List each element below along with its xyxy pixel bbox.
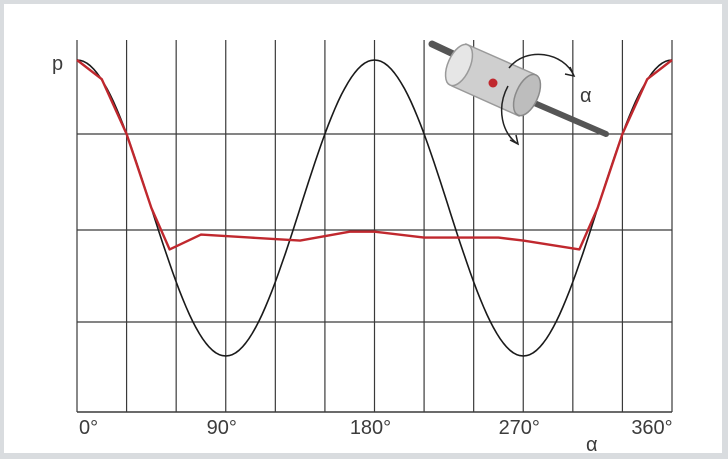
grid [76,40,673,413]
y-axis-label: p [52,53,63,75]
rotation-arrow-bottom-head [509,134,520,146]
series-line-measured [76,59,673,251]
series-line-reference [76,59,673,357]
series-layer [76,59,673,357]
rotation-arrow-top [508,53,575,77]
x-tick-label: 360° [631,417,672,439]
x-tick-label: 0° [79,417,98,439]
chart: α p α 0° 90° 180° 270° 360° [52,40,673,453]
inset-alpha-label: α [580,85,592,107]
sensor-point [488,78,498,88]
x-tick-label: 270° [499,417,540,439]
x-axis-label: α [586,434,598,453]
rotation-arrow-bottom [500,85,519,145]
x-tick-label: 90° [207,417,237,439]
rotation-arrow-top-head [564,66,576,78]
rotating-cylinder-illustration: α [428,40,609,146]
shaft-right [529,99,609,137]
chart-frame: α p α 0° 90° 180° 270° 360° [4,4,722,453]
x-tick-labels: 0° 90° 180° 270° 360° [79,417,673,439]
x-tick-label: 180° [350,417,391,439]
